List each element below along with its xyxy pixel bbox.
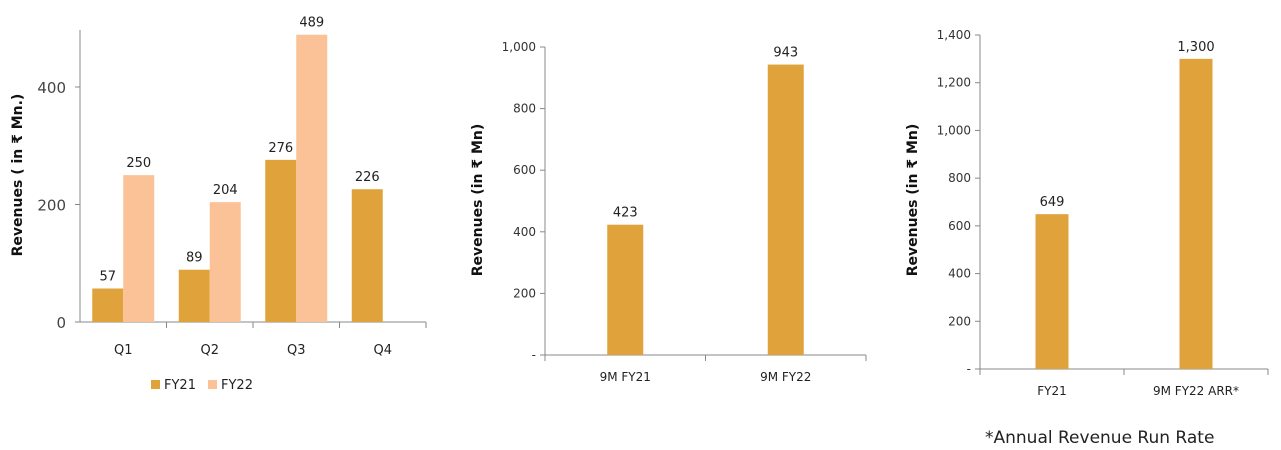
chart3-category-label: FY21	[1037, 384, 1067, 398]
chart1-y-tick-label: 0	[56, 314, 66, 332]
quarterly-revenue-chart: Revenues ( in ₹ Mn.) 0 200 400 Q1 Q2 Q3 Q4 57 2…	[10, 16, 427, 393]
chart2-y-tick-label: -	[532, 348, 536, 362]
chart3-y-axis-label: Revenues (in ₹ Mn)	[905, 124, 921, 276]
legend-label-fy22: FY22	[221, 378, 253, 393]
chart3-bar	[1179, 58, 1213, 369]
chart2-y-axis-label: Revenues (in ₹ Mn)	[470, 124, 486, 276]
chart3-y-tick-label: 400	[948, 267, 971, 281]
chart1-data-label: 204	[213, 183, 238, 198]
legend-label-fy21: FY21	[164, 378, 196, 393]
chart2-y-tick-label: 600	[513, 163, 536, 177]
chart3-y-tick-label: 600	[948, 219, 971, 233]
chart1-bar-fy21-q2	[178, 269, 210, 322]
chart3-category-label: 9M FY22 ARR*	[1153, 384, 1239, 398]
chart1-bar-fy22-q1	[123, 175, 155, 322]
chart2-y-tick-label: 200	[513, 286, 536, 300]
chart1-category-label: Q3	[287, 343, 306, 358]
chart1-data-label: 226	[355, 170, 380, 185]
chart1-y-tick-label: 200	[37, 197, 66, 215]
chart1-data-label: 250	[126, 156, 151, 171]
chart1-data-label: 57	[99, 270, 116, 285]
chart1-legend: FY21 FY22	[151, 378, 253, 393]
chart2-bar	[767, 64, 804, 355]
chart1-category-label: Q2	[200, 343, 219, 358]
chart2-y-tick-label: 800	[513, 102, 536, 116]
chart1-bar-fy22-q2	[209, 202, 241, 322]
chart3-y-tick-label: 1,400	[937, 28, 971, 42]
chart1-bar-fy21-q3	[265, 159, 297, 322]
chart1-data-label: 489	[299, 16, 324, 31]
chart3-bar	[1035, 214, 1069, 369]
chart1-data-label: 89	[186, 251, 203, 266]
chart2-category-label: 9M FY22	[760, 370, 811, 384]
chart1-bar-fy21-q4	[351, 189, 383, 322]
chart1-bar-fy21-q1	[92, 288, 124, 322]
chart3-y-tick-label: 200	[948, 314, 971, 328]
chart1-data-label: 276	[268, 141, 293, 156]
footnote-arr: *Annual Revenue Run Rate	[985, 428, 1215, 448]
chart2-data-label: 423	[613, 206, 638, 221]
chart1-y-tick-label: 400	[37, 79, 66, 97]
chart2-y-tick-label: 1,000	[502, 40, 536, 54]
chart3-y-tick-label: 1,200	[937, 76, 971, 90]
annual-run-rate-chart: Revenues (in ₹ Mn) - 200 400 600 800 1,000 1,2…	[905, 28, 1269, 398]
chart3-data-label: 649	[1040, 195, 1065, 210]
chart1-bar-fy22-q3	[296, 34, 328, 323]
chart3-y-tick-label: 800	[948, 171, 971, 185]
legend-swatch-fy22	[208, 380, 217, 389]
chart2-y-tick-label: 400	[513, 225, 536, 239]
chart3-y-tick-label: 1,000	[937, 123, 971, 137]
chart2-category-label: 9M FY21	[600, 370, 651, 384]
legend-swatch-fy21	[151, 380, 160, 389]
chart2-bar	[607, 224, 644, 355]
chart3-y-tick-label: -	[967, 362, 971, 376]
chart1-category-label: Q1	[114, 343, 133, 358]
chart1-y-axis-label: Revenues ( in ₹ Mn.)	[10, 94, 26, 257]
chart2-data-label: 943	[773, 46, 798, 61]
chart3-data-label: 1,300	[1177, 40, 1214, 55]
chart1-category-label: Q4	[373, 343, 392, 358]
nine-month-revenue-chart: Revenues (in ₹ Mn) - 200 400 600 800 1,000 9M …	[470, 40, 867, 384]
